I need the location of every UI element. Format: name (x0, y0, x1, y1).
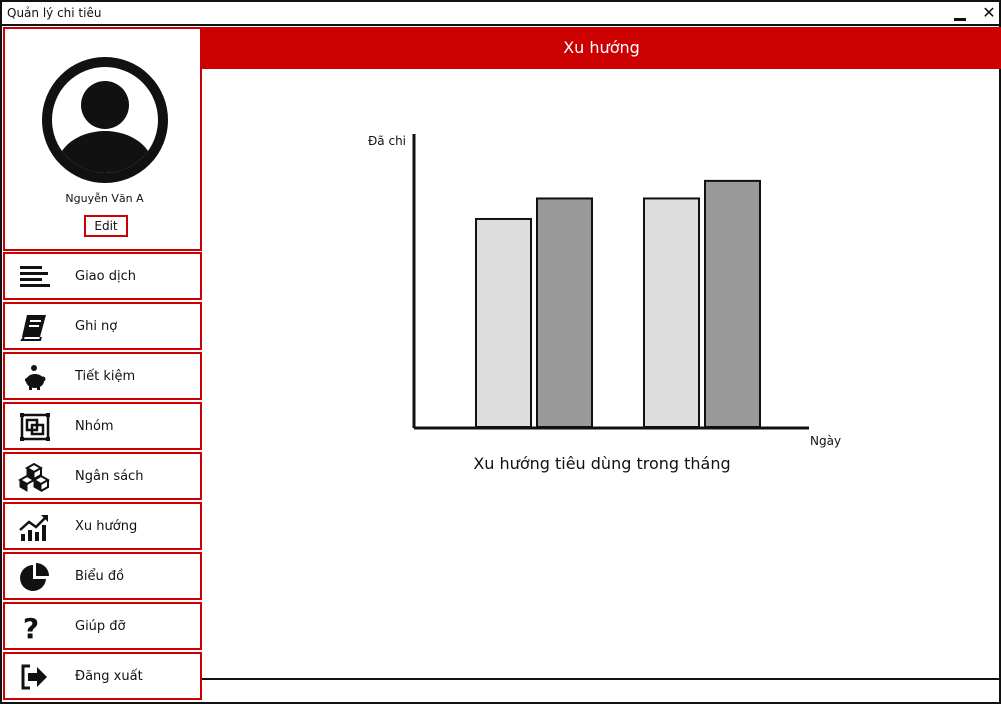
chart-bar (643, 197, 700, 428)
profile-panel: Nguyễn Văn A Edit (3, 27, 202, 251)
sidebar-item-label: Giúp đỡ (75, 619, 126, 634)
minimize-icon[interactable] (952, 9, 970, 23)
close-icon[interactable]: ✕ (982, 3, 996, 22)
chart-caption: Xu hướng tiêu dùng trong tháng (473, 454, 730, 473)
page-title: Xu hướng (202, 27, 1001, 69)
piggy-bank-icon (25, 365, 46, 390)
list-icon (20, 266, 50, 287)
sidebar-item-label: Ghi nợ (75, 319, 118, 334)
group-icon (20, 413, 50, 441)
trend-chart-icon (19, 515, 48, 541)
sidebar-item-dang-xuat[interactable]: Đăng xuất (3, 652, 202, 700)
chart-bar (475, 217, 532, 428)
avatar (42, 57, 168, 183)
main-content: Xu hướng Đã chi Ngày Xu hướng tiêu dùng tr… (202, 27, 1001, 704)
trend-chart: Đã chi Ngày Xu hướng tiêu dùng trong tháng (368, 134, 841, 473)
sidebar-item-label: Nhóm (75, 419, 114, 434)
chart-bar (704, 179, 761, 428)
sidebar-item-ghi-no[interactable]: Ghi nợ (3, 302, 202, 350)
pie-chart-icon (20, 563, 49, 591)
sidebar-item-bieu-do[interactable]: Biểu đồ (3, 552, 202, 600)
chart-y-axis-label: Đã chi (368, 134, 406, 148)
sidebar: Nguyễn Văn A Edit Giao dịch Ghi nợ (3, 27, 202, 702)
sidebar-item-ngan-sach[interactable]: Ngân sách (3, 452, 202, 500)
sidebar-item-label: Xu hướng (75, 519, 138, 534)
help-icon: ? (23, 612, 39, 642)
sidebar-item-tiet-kiem[interactable]: Tiết kiệm (3, 352, 202, 400)
chart-bar (536, 197, 593, 428)
sidebar-item-label: Ngân sách (75, 469, 144, 484)
sidebar-item-label: Giao dịch (75, 269, 136, 284)
status-bar-divider (202, 678, 1001, 680)
user-name: Nguyễn Văn A (65, 192, 144, 205)
sidebar-item-xu-huong[interactable]: Xu hướng (3, 502, 202, 550)
sidebar-item-giup-do[interactable]: ? Giúp đỡ (3, 602, 202, 650)
sidebar-item-nhom[interactable]: Nhóm (3, 402, 202, 450)
sidebar-item-label: Biểu đồ (75, 569, 125, 584)
boxes-icon (18, 462, 50, 492)
sidebar-item-label: Đăng xuất (75, 669, 143, 684)
sidebar-item-label: Tiết kiệm (75, 369, 136, 384)
edit-profile-button[interactable]: Edit (84, 215, 128, 237)
title-bar: Quản lý chi tiêu ✕ (2, 2, 999, 26)
sidebar-item-giao-dich[interactable]: Giao dịch (3, 252, 202, 300)
window-title: Quản lý chi tiêu (7, 6, 102, 20)
book-icon (20, 315, 46, 341)
svg-text:?: ? (23, 612, 39, 642)
logout-icon (21, 664, 47, 690)
chart-x-axis-label: Ngày (810, 434, 841, 448)
